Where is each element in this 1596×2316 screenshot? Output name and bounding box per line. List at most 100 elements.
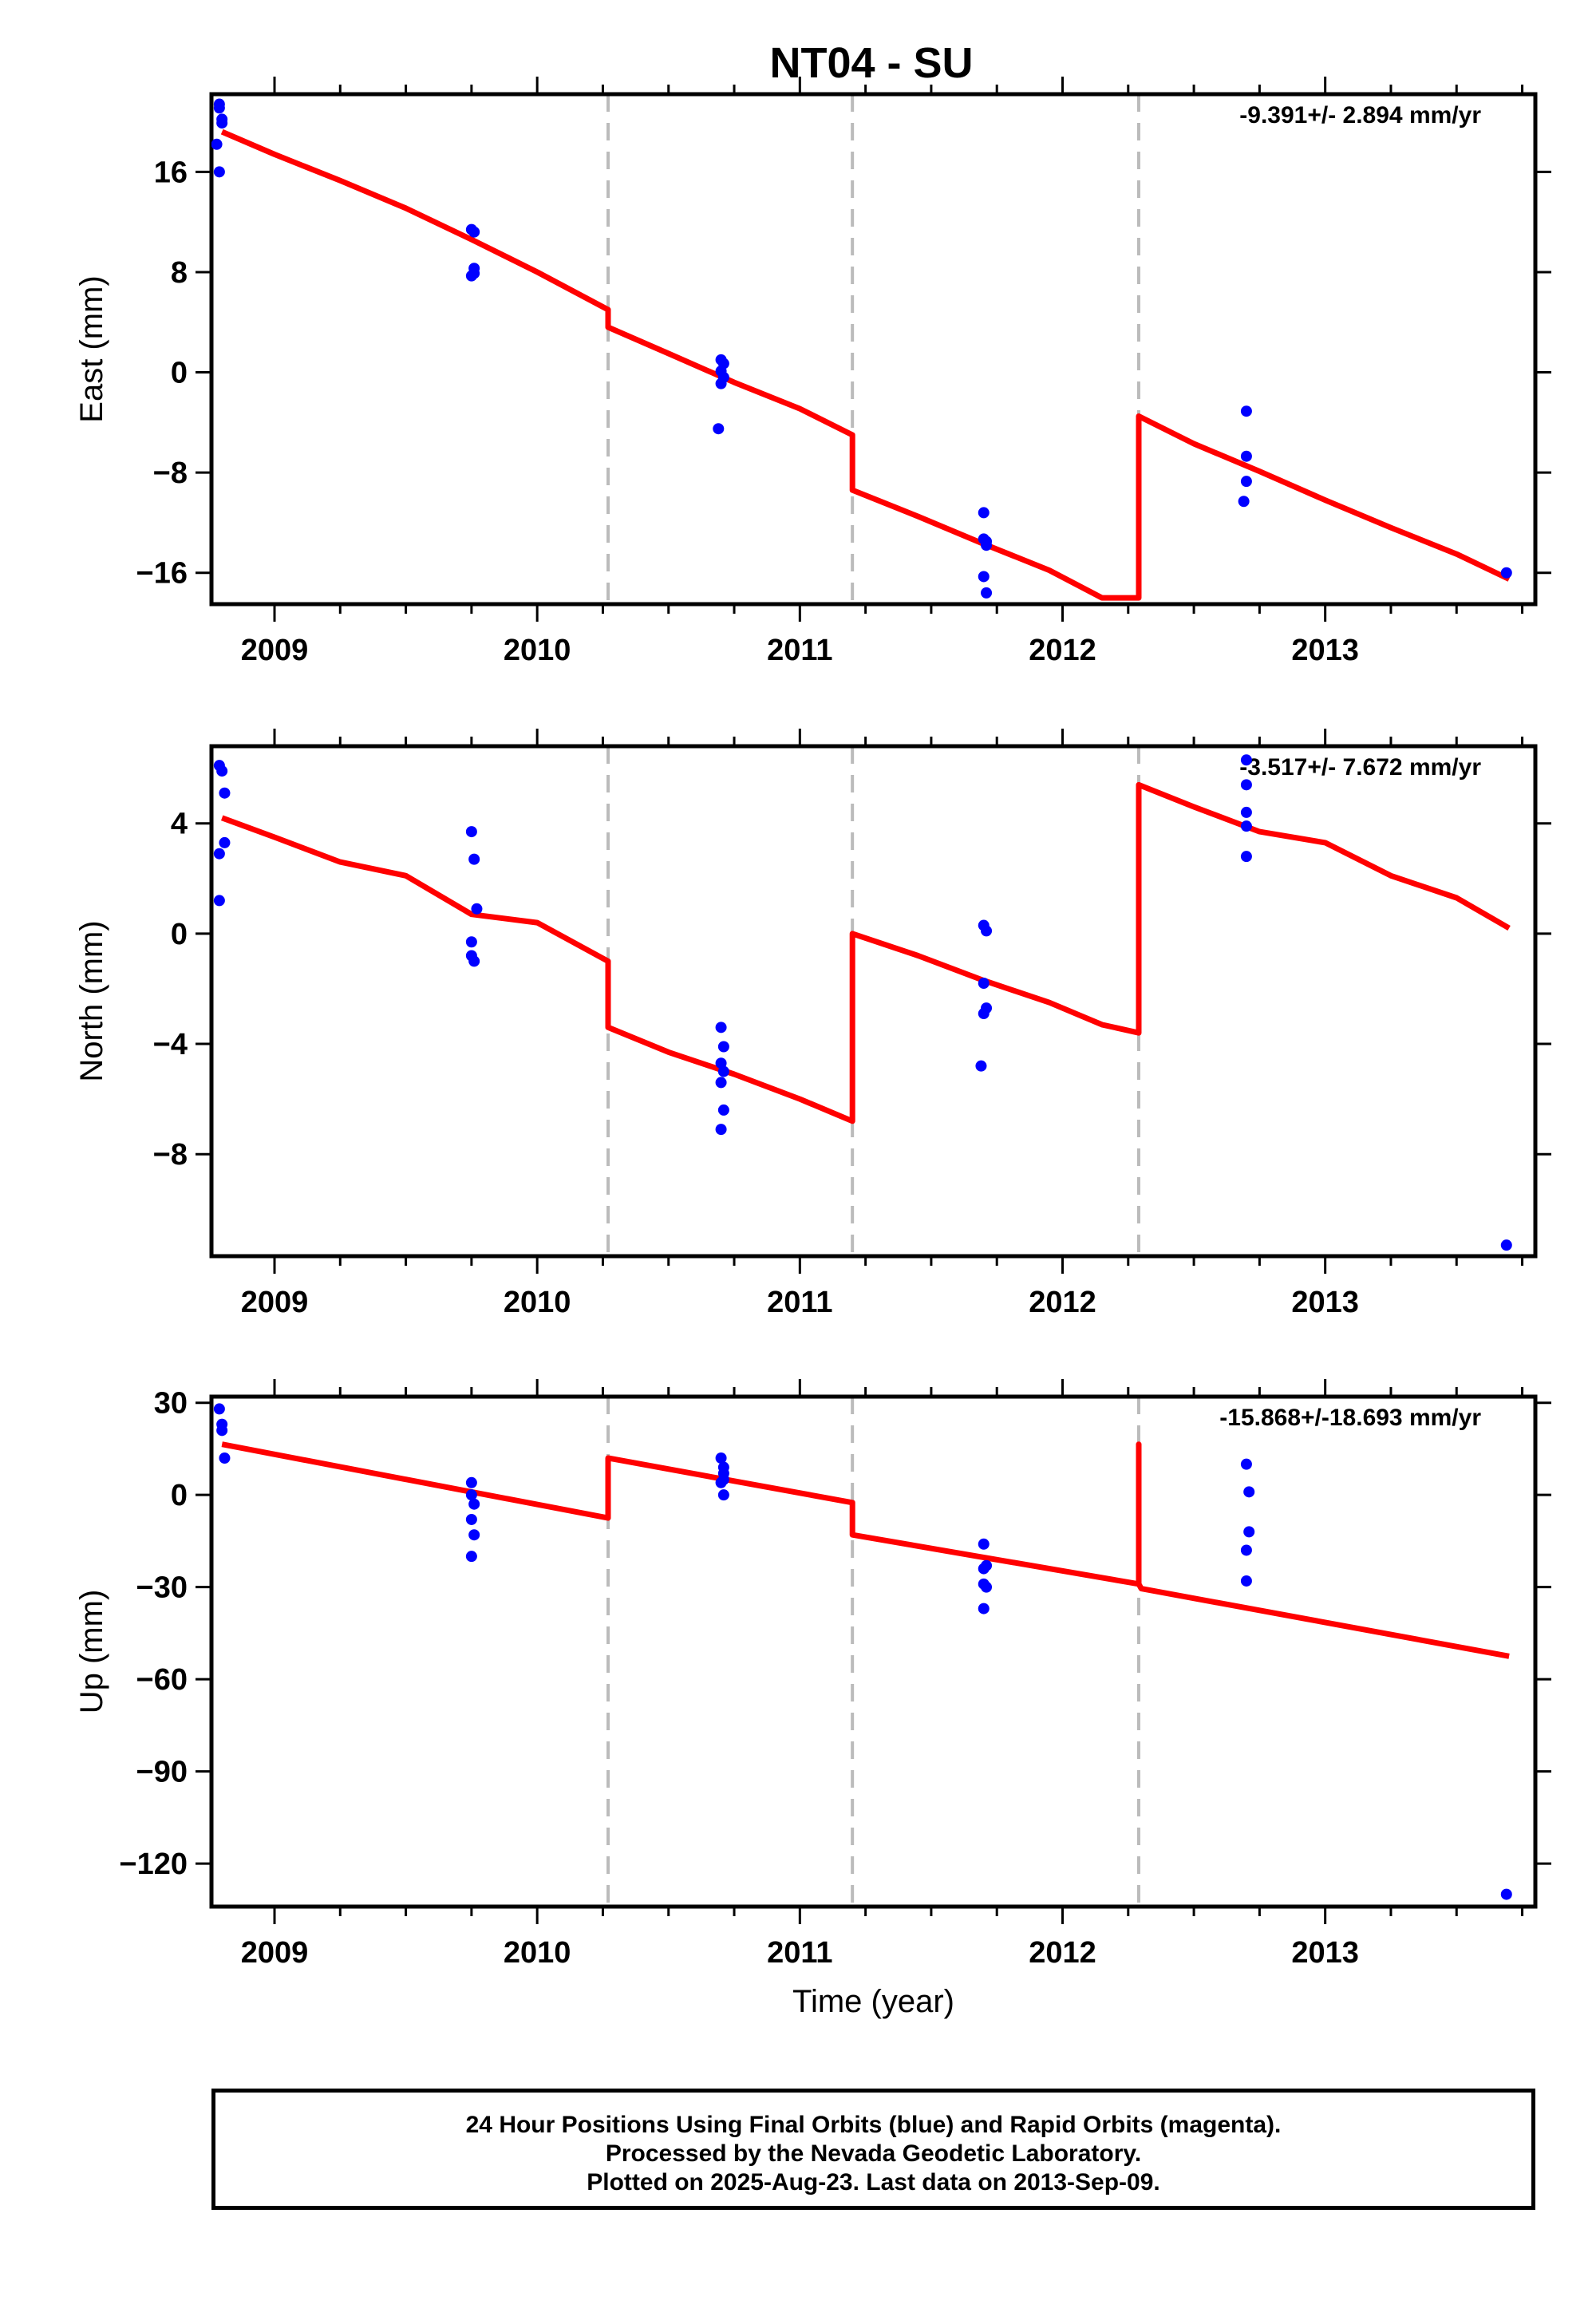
- data-point: [219, 787, 231, 799]
- data-point: [981, 925, 993, 937]
- data-point: [465, 826, 477, 838]
- data-point: [717, 1489, 729, 1501]
- up-panel: 2009 2010 2011 2012 2013 −120 −90 −60 −30 0 30 Up (…: [74, 1379, 1551, 2019]
- data-point: [1240, 806, 1252, 818]
- data-point: [1240, 405, 1252, 417]
- y-tick-label: 16: [154, 156, 188, 189]
- y-tick-label: −8: [153, 456, 188, 490]
- data-point: [1243, 1486, 1255, 1498]
- model-fit-line: [220, 781, 1511, 1124]
- y-tick-label: −30: [136, 1571, 188, 1605]
- data-point: [468, 955, 480, 967]
- data-point: [713, 423, 725, 435]
- data-point: [981, 1581, 993, 1593]
- data-point: [468, 1498, 480, 1510]
- data-point: [219, 836, 231, 848]
- data-point: [1500, 567, 1512, 579]
- y-axis-label: Up (mm): [74, 1590, 109, 1714]
- data-point: [468, 853, 480, 865]
- x-tick-label: 2011: [767, 634, 832, 667]
- caption-box: 24 Hour Positions Using Final Orbits (bl…: [211, 2089, 1535, 2210]
- x-tick-label: 2009: [241, 634, 309, 667]
- data-point: [213, 1403, 225, 1415]
- data-point: [1240, 779, 1252, 791]
- data-point: [216, 765, 228, 777]
- rate-label: -9.391+/- 2.894 mm/yr: [1239, 102, 1481, 128]
- x-tick-label: 2009: [241, 1286, 309, 1319]
- model-fit-line: [221, 1441, 1510, 1659]
- x-tick-label: 2013: [1291, 1936, 1359, 1970]
- data-point: [978, 1538, 990, 1550]
- data-point: [978, 1008, 990, 1020]
- data-point: [717, 1104, 729, 1116]
- data-layer: [211, 98, 1512, 601]
- y-tick-label: −4: [153, 1028, 188, 1061]
- data-point: [465, 1489, 477, 1501]
- data-point: [978, 1563, 990, 1575]
- x-tick-label: 2012: [1029, 1936, 1096, 1970]
- north-panel: 2009 2010 2011 2012 2013 −8 −4 0 4 North (mm) -3.5…: [74, 729, 1551, 1319]
- y-tick-label: −90: [136, 1756, 188, 1789]
- y-tick-label: 30: [154, 1387, 188, 1421]
- data-point: [715, 1077, 727, 1089]
- data-point: [978, 978, 990, 990]
- data-point: [1240, 1575, 1252, 1587]
- data-point: [468, 226, 480, 238]
- data-point: [219, 1452, 231, 1464]
- x-tick-label: 2011: [767, 1936, 832, 1970]
- data-point: [981, 587, 993, 599]
- data-point: [1500, 1888, 1512, 1900]
- rate-label: -3.517+/- 7.672 mm/yr: [1239, 754, 1481, 781]
- x-tick-label: 2012: [1029, 634, 1096, 667]
- x-tick-label: 2012: [1029, 1286, 1096, 1319]
- data-point: [1240, 450, 1252, 462]
- data-point: [465, 1513, 477, 1525]
- data-point: [465, 1476, 477, 1488]
- data-point: [717, 1065, 729, 1077]
- y-tick-label: 8: [171, 256, 188, 290]
- data-point: [216, 117, 228, 129]
- data-point: [216, 1425, 228, 1437]
- data-layer: [213, 1403, 1512, 1900]
- y-axis-label: North (mm): [74, 920, 109, 1081]
- y-tick-label: −60: [136, 1663, 188, 1697]
- data-layer: [213, 754, 1512, 1251]
- data-point: [1500, 1239, 1512, 1251]
- x-axis-label: Time (year): [792, 1984, 954, 2019]
- data-point: [1240, 754, 1252, 766]
- x-tick-label: 2013: [1291, 634, 1359, 667]
- data-point: [468, 1529, 480, 1541]
- caption-line-3: Plotted on 2025-Aug-23. Last data on 201…: [587, 2169, 1160, 2195]
- x-tick-label: 2010: [504, 634, 571, 667]
- x-tick-label: 2010: [504, 1286, 571, 1319]
- data-point: [715, 377, 727, 389]
- data-point: [715, 1452, 727, 1464]
- data-point: [978, 571, 990, 583]
- data-point: [975, 1060, 987, 1072]
- data-point: [213, 102, 225, 114]
- data-point: [471, 903, 483, 915]
- y-tick-label: −120: [119, 1848, 188, 1881]
- data-point: [1240, 1458, 1252, 1470]
- data-point: [213, 895, 225, 907]
- data-point: [978, 507, 990, 519]
- y-tick-label: 0: [171, 1479, 188, 1512]
- data-point: [1240, 851, 1252, 863]
- plot-frame: [209, 1394, 1538, 1909]
- data-point: [1240, 820, 1252, 832]
- data-point: [465, 936, 477, 948]
- x-tick-label: 2011: [767, 1286, 832, 1319]
- y-tick-label: 4: [171, 808, 188, 841]
- data-point: [213, 166, 225, 178]
- east-panel: 2009 2010 2011 2012 2013 −16 −8 0 8 16 East (mm) -9…: [74, 77, 1551, 667]
- model-fit-line: [220, 128, 1511, 601]
- figure-title: NT04 - SU: [769, 39, 973, 87]
- data-point: [715, 1124, 727, 1136]
- rate-label: -15.868+/-18.693 mm/yr: [1219, 1405, 1481, 1431]
- data-point: [978, 1603, 990, 1614]
- plot-frame: [209, 744, 1538, 1259]
- data-point: [715, 1022, 727, 1034]
- data-point: [1240, 1544, 1252, 1556]
- plot-frame: [209, 92, 1538, 607]
